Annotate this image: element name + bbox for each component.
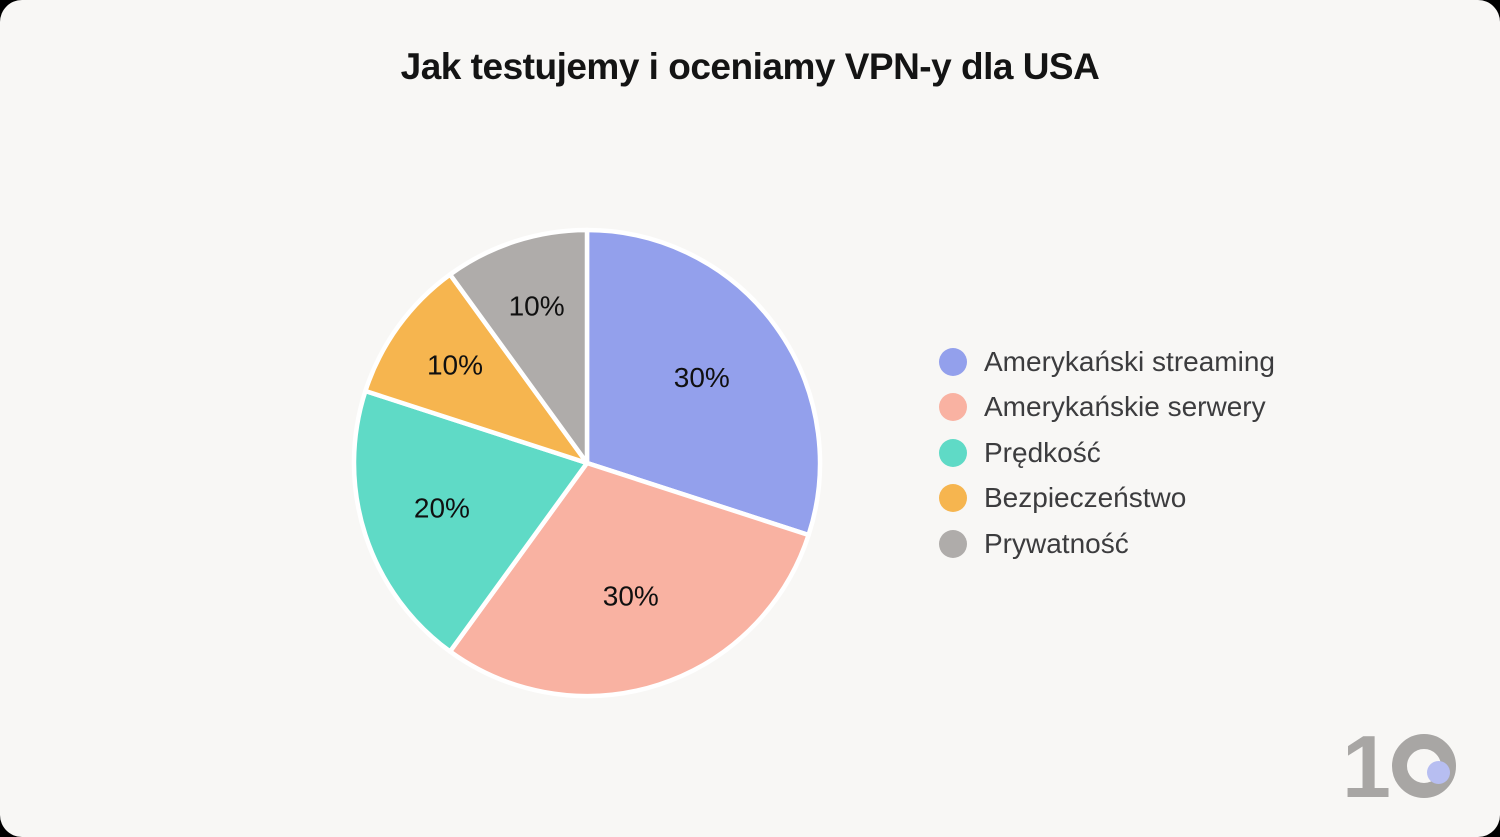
pie-slice-1 [584, 227, 823, 538]
pie-slice-3 [351, 388, 590, 654]
legend-item-label: Prędkość [984, 436, 1101, 468]
top10vpn-logo: 1 [1342, 716, 1456, 816]
legend-item-label: Amerykańskie serwery [984, 391, 1266, 423]
legend-item: Prędkość [939, 430, 1275, 476]
pie-slice-5 [447, 227, 590, 466]
logo-zero-ring [1392, 734, 1456, 799]
pie-chart: 30% 30% 20% 10% 10% [351, 227, 823, 699]
logo-digit-one: 1 [1342, 716, 1391, 816]
legend-color-swatch [939, 347, 967, 376]
chart-title: Jak testujemy i oceniamy VPN-y dla USA [400, 46, 1100, 87]
legend-color-swatch [939, 529, 967, 558]
legend-color-swatch [939, 393, 967, 422]
pie-slice-label-3: 20% [414, 493, 470, 524]
legend-item-label: Amerykański streaming [984, 345, 1275, 377]
legend-item-label: Bezpieczeństwo [984, 482, 1187, 514]
pie-slice-label-5: 10% [509, 290, 565, 321]
legend-item: Bezpieczeństwo [939, 476, 1275, 522]
pie-slice-label-4: 10% [427, 349, 483, 380]
legend-item: Amerykańskie serwery [939, 385, 1275, 431]
logo-dot [1427, 761, 1450, 785]
legend-color-swatch [939, 438, 967, 467]
legend-item-label: Prywatność [984, 527, 1129, 559]
pie-slice-4 [363, 272, 590, 466]
chart-legend: Amerykański streaming Amerykańskie serwer… [939, 339, 1275, 567]
legend-item: Amerykański streaming [939, 339, 1275, 385]
legend-item: Prywatność [939, 521, 1275, 567]
pie-labels-group: 30% 30% 20% 10% 10% [414, 290, 730, 611]
pie-slice-label-1: 30% [674, 362, 730, 393]
pie-slice-2 [447, 460, 811, 699]
legend-color-swatch [939, 484, 967, 513]
pie-slice-label-2: 30% [603, 580, 659, 611]
pie-slices-group [351, 227, 823, 699]
